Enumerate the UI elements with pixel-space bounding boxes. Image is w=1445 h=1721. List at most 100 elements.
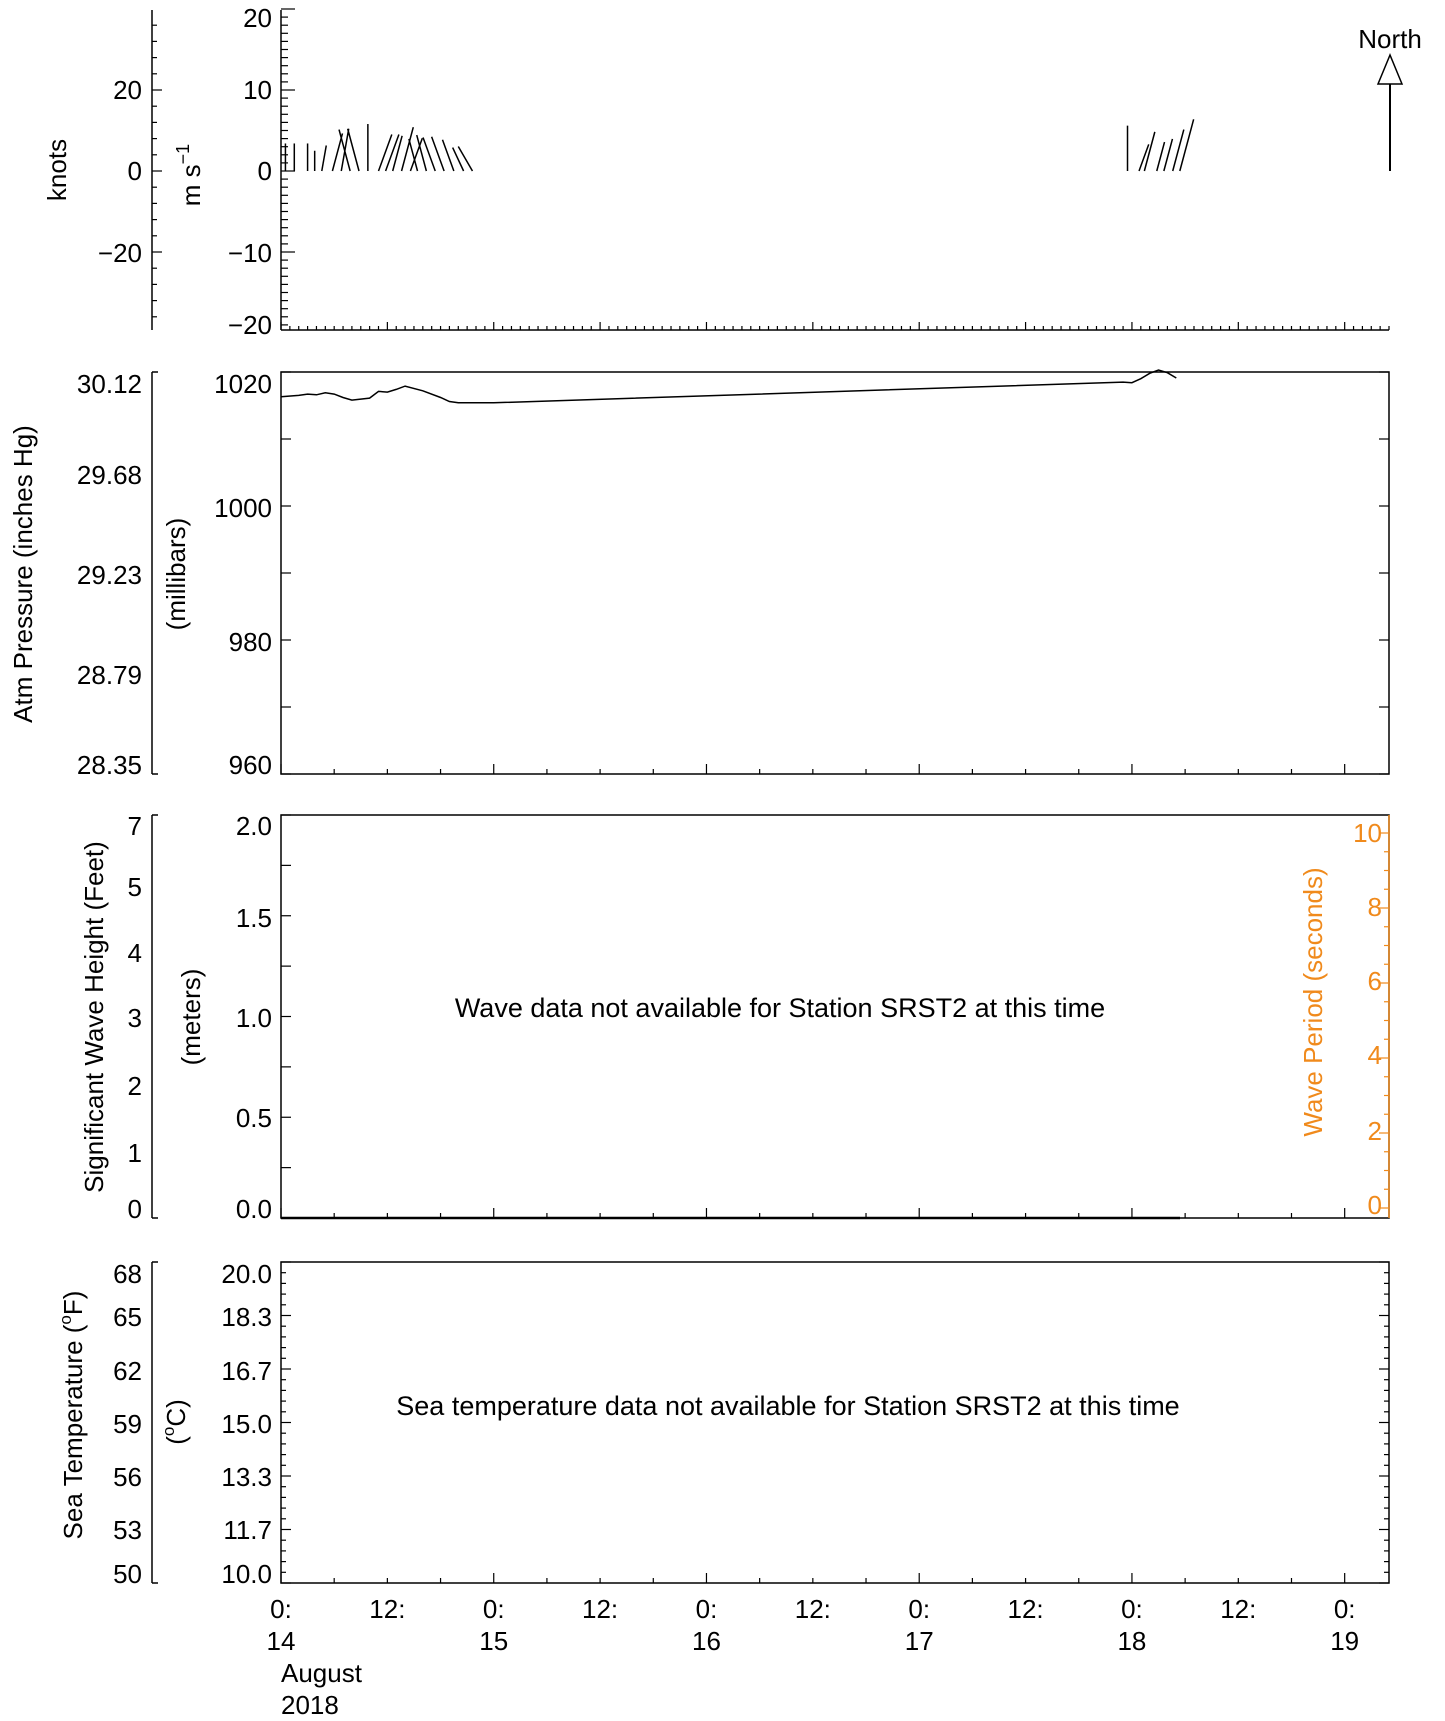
wind-axis-minor-ticks [280, 8, 1390, 330]
mb-tick-1020: 1020 [214, 369, 272, 399]
wind-stick [416, 134, 428, 172]
wind-stick [391, 135, 403, 172]
f-tick-68: 68 [113, 1259, 142, 1289]
c-tick-16.7: 16.7 [221, 1356, 272, 1386]
time-tick-day: 19 [1330, 1626, 1359, 1656]
knots-tick-0: 0 [128, 156, 142, 186]
wind-stick [321, 145, 328, 172]
sea-temp-f-label: Sea Temperature (oF) [56, 1291, 88, 1540]
pressure-panel: 30.12 29.68 29.23 28.79 28.35 Atm Pressu… [8, 369, 1390, 780]
f-tick-56: 56 [113, 1462, 142, 1492]
m-tick-2.0: 2.0 [236, 811, 272, 841]
wind-stick [457, 146, 474, 172]
wave-height-meters-label: (meters) [176, 969, 206, 1066]
time-tick-hour: 12: [1220, 1594, 1256, 1624]
feet-tick-1: 7 [128, 811, 142, 841]
time-tick-hour: 0: [1121, 1594, 1143, 1624]
wind-stick [409, 138, 424, 172]
c-tick-18.3: 18.3 [221, 1302, 272, 1332]
sea-temp-no-data-message: Sea temperature data not available for S… [396, 1391, 1179, 1421]
wind-stick [1171, 129, 1185, 172]
sea-temp-plot-frame [280, 1261, 1390, 1584]
north-arrow-icon [1376, 53, 1404, 171]
time-tick-hour: 0: [908, 1594, 930, 1624]
inhg-tick-2: 29.68 [77, 460, 142, 490]
wind-stick [384, 134, 400, 172]
time-tick-day: 18 [1117, 1626, 1146, 1656]
time-axis-month: August [281, 1658, 363, 1688]
feet-tick-5: 2 [128, 1071, 142, 1101]
m-tick-1.5: 1.5 [236, 903, 272, 933]
wind-sticks [284, 119, 1195, 172]
ms-axis-label: m s−1 [173, 144, 206, 206]
feet-tick-7: 0 [128, 1194, 142, 1224]
pressure-mb-label: (millibars) [161, 518, 191, 631]
sea-temp-panel: 68 65 62 59 56 53 50 Sea Temperature (oF… [56, 1259, 1390, 1589]
pressure-inhg-label: Atm Pressure (inches Hg) [8, 425, 38, 723]
s-tick-10: 10 [1353, 818, 1382, 848]
m-tick-0.0: 0.0 [236, 1194, 272, 1224]
time-tick-day: 15 [479, 1626, 508, 1656]
wave-panel: 7 5 4 3 2 1 0 Significant Wave Height (F… [79, 811, 1390, 1224]
ms-tick-20: 20 [243, 3, 272, 33]
time-tick-hour: 12: [582, 1594, 618, 1624]
ms-tick-neg10: −10 [228, 238, 272, 268]
s-tick-6: 6 [1368, 966, 1382, 996]
feet-tick-2: 5 [128, 872, 142, 902]
knots-axis-label: knots [42, 139, 72, 201]
north-label: North [1358, 24, 1422, 54]
knots-tick-neg20: −20 [98, 238, 142, 268]
c-tick-20.0: 20.0 [221, 1259, 272, 1289]
mb-tick-980: 980 [229, 627, 272, 657]
m-tick-1.0: 1.0 [236, 1003, 272, 1033]
wind-stick [1143, 131, 1156, 172]
ms-tick-0: 0 [258, 156, 272, 186]
wave-axis-ticks [280, 814, 1346, 1219]
pressure-series-line [280, 369, 1177, 404]
inhg-tick-5: 28.35 [77, 750, 142, 780]
ms-tick-neg20: −20 [228, 310, 272, 340]
inhg-tick-3: 29.23 [77, 560, 142, 590]
s-tick-4: 4 [1368, 1040, 1382, 1070]
wave-period-label: Wave Period (seconds) [1298, 867, 1328, 1136]
c-tick-13.3: 13.3 [221, 1462, 272, 1492]
pressure-plot-frame [280, 371, 1390, 775]
wave-period-axis-ticks [1379, 832, 1389, 1209]
wind-panel: 20 0 −20 knots m s−1 20 10 0 −10 −20 Nor… [42, 3, 1422, 340]
wind-stick [441, 139, 455, 172]
feet-tick-6: 1 [128, 1138, 142, 1168]
c-tick-11.7: 11.7 [223, 1515, 272, 1545]
wind-stick [331, 133, 344, 172]
time-axis-year: 2018 [281, 1690, 339, 1720]
wind-stick [451, 147, 465, 172]
knots-axis-minor-ticks [152, 24, 162, 318]
pressure-axis-ticks [280, 371, 1389, 775]
c-tick-15.0: 15.0 [221, 1409, 272, 1439]
time-tick-hour: 0: [483, 1594, 505, 1624]
time-tick-hour: 0: [270, 1594, 292, 1624]
f-tick-53: 53 [113, 1515, 142, 1545]
time-tick-hour: 0: [1334, 1594, 1356, 1624]
wind-stick [1179, 119, 1195, 172]
time-tick-day: 16 [692, 1626, 721, 1656]
time-tick-day: 14 [267, 1626, 296, 1656]
s-tick-2: 2 [1368, 1116, 1382, 1146]
time-tick-hour: 12: [369, 1594, 405, 1624]
wind-stick [422, 137, 436, 172]
f-tick-62: 62 [113, 1356, 142, 1386]
inhg-tick-4: 28.79 [77, 660, 142, 690]
wind-stick [346, 128, 360, 172]
wave-height-feet-label: Significant Wave Height (Feet) [79, 841, 109, 1193]
wind-stick [400, 126, 415, 172]
feet-tick-4: 3 [128, 1003, 142, 1033]
feet-tick-3: 4 [128, 938, 142, 968]
f-tick-50: 50 [113, 1559, 142, 1589]
wave-no-data-message: Wave data not available for Station SRST… [455, 993, 1105, 1023]
wind-stick [408, 138, 419, 172]
c-tick-10.0: 10.0 [221, 1559, 272, 1589]
m-tick-0.5: 0.5 [236, 1103, 272, 1133]
wind-stick [430, 136, 445, 172]
time-tick-hour: 12: [795, 1594, 831, 1624]
time-tick-hour: 12: [1007, 1594, 1043, 1624]
